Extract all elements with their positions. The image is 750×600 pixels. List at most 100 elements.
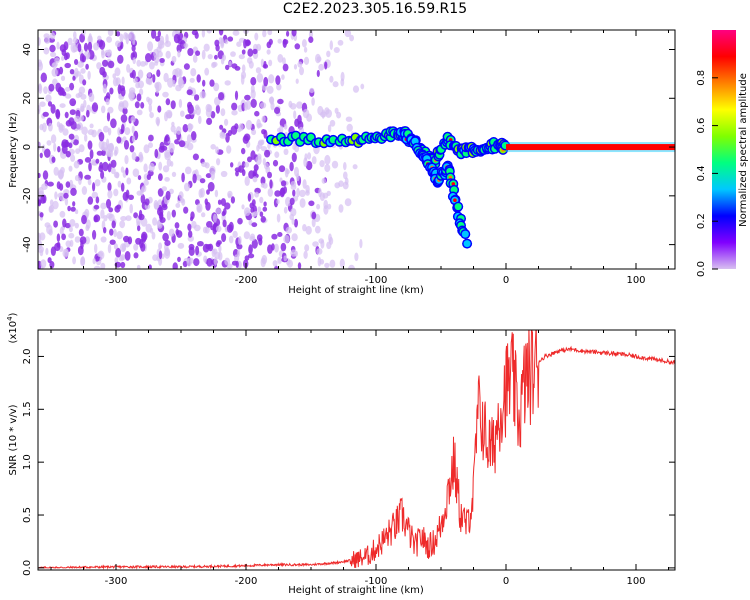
noise-speckle — [159, 35, 165, 46]
noise-speckle — [45, 247, 49, 256]
noise-speckle — [175, 203, 181, 208]
noise-speckle — [110, 118, 117, 129]
noise-speckle — [183, 63, 190, 70]
noise-speckle — [220, 57, 225, 65]
noise-speckle — [139, 88, 144, 96]
noise-speckle — [242, 135, 249, 144]
noise-speckle — [168, 142, 175, 153]
noise-speckle — [92, 182, 96, 192]
noise-speckle — [263, 201, 267, 207]
noise-speckle — [254, 191, 259, 198]
noise-speckle — [89, 149, 94, 160]
noise-speckle — [299, 189, 306, 198]
noise-speckle — [185, 166, 192, 175]
noise-speckle — [48, 229, 53, 236]
noise-speckle — [40, 194, 46, 204]
noise-speckle — [217, 199, 222, 205]
noise-speckle — [251, 238, 258, 249]
noise-speckle — [107, 243, 112, 254]
noise-speckle — [113, 149, 118, 157]
noise-speckle — [210, 225, 215, 231]
noise-speckle — [205, 173, 212, 179]
carrier-line — [506, 144, 675, 151]
noise-speckle — [308, 200, 315, 207]
noise-speckle — [292, 189, 296, 197]
noise-speckle — [67, 205, 71, 212]
noise-speckle — [289, 197, 295, 206]
noise-speckle — [69, 109, 76, 116]
noise-speckle — [81, 186, 88, 195]
track-blob-inner — [307, 133, 315, 141]
noise-speckle — [148, 162, 155, 172]
noise-speckle — [93, 204, 100, 210]
noise-speckle — [344, 198, 352, 207]
noise-speckle — [116, 204, 122, 210]
noise-speckle — [332, 81, 339, 88]
noise-speckle — [297, 61, 303, 68]
noise-speckle — [91, 102, 99, 113]
noise-speckle — [231, 109, 238, 116]
noise-speckle — [178, 191, 184, 200]
noise-speckle — [165, 50, 171, 59]
noise-speckle — [48, 122, 53, 132]
noise-speckle — [94, 179, 101, 187]
noise-speckle — [174, 222, 180, 229]
noise-speckle — [87, 129, 95, 136]
noise-speckle — [238, 54, 245, 60]
noise-speckle — [205, 244, 212, 250]
noise-speckle — [108, 207, 114, 213]
noise-speckle — [81, 214, 87, 225]
noise-speckle — [65, 181, 71, 188]
noise-speckle — [136, 59, 141, 67]
noise-speckle — [188, 246, 195, 256]
noise-speckle — [327, 124, 332, 133]
noise-speckle — [279, 125, 284, 134]
noise-speckle — [48, 205, 53, 213]
colorbar-tick-label: 0.6 — [696, 118, 707, 134]
noise-speckle — [280, 180, 287, 187]
noise-speckle — [203, 43, 210, 52]
noise-speckle — [172, 262, 178, 269]
noise-speckle — [241, 49, 246, 55]
noise-speckle — [244, 176, 250, 187]
noise-speckle — [145, 77, 151, 85]
noise-speckle — [62, 128, 69, 136]
noise-speckle — [68, 232, 75, 239]
noise-speckle — [50, 104, 56, 114]
noise-speckle — [59, 210, 66, 218]
noise-speckle — [343, 171, 348, 180]
noise-speckle — [205, 201, 211, 211]
noise-speckle — [340, 78, 345, 87]
colorbar-tick-label: 0.0 — [696, 261, 707, 277]
noise-speckle — [119, 220, 126, 229]
noise-speckle — [275, 75, 281, 86]
colorbar: 0.0 0.2 0.4 0.6 0.8 Normalized spectral ampl… — [696, 30, 749, 277]
noise-speckle — [287, 259, 293, 268]
noise-speckle — [100, 202, 107, 210]
noise-speckle — [345, 116, 353, 122]
noise-speckle — [348, 264, 355, 269]
noise-speckle — [124, 127, 131, 136]
noise-speckle — [125, 189, 130, 199]
noise-speckle — [250, 84, 255, 93]
noise-speckle — [137, 154, 144, 163]
noise-speckle — [125, 167, 129, 176]
noise-speckle — [227, 36, 234, 42]
noise-speckle — [105, 198, 112, 209]
noise-speckle — [107, 106, 114, 114]
noise-speckle — [181, 198, 186, 206]
noise-speckle — [97, 251, 104, 258]
noise-speckle — [193, 224, 201, 232]
noise-speckle — [259, 211, 264, 217]
noise-speckle — [164, 248, 171, 259]
noise-speckle — [52, 62, 58, 67]
noise-speckle — [185, 114, 192, 120]
noise-speckle — [48, 83, 55, 92]
spectrogram-x-label: Height of straight line (km) — [288, 285, 424, 296]
noise-speckle — [338, 204, 344, 213]
snr-y-ticks: 0.0 0.5 1.0 1.5 2.0 — [22, 348, 675, 576]
noise-speckle — [260, 146, 267, 152]
spectrogram-y-ticks: -40 -20 0 20 40 — [22, 43, 675, 253]
noise-speckle — [38, 172, 41, 179]
noise-speckle — [182, 124, 189, 133]
